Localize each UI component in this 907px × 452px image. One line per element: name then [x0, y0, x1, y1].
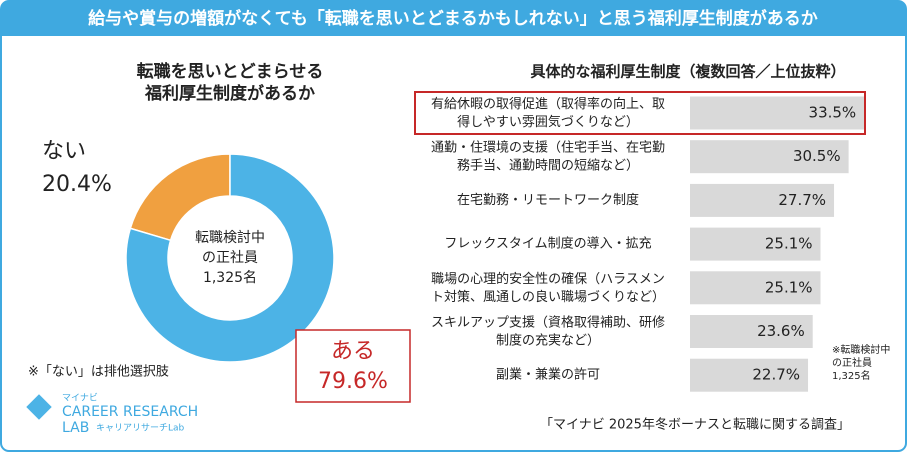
value-label: 33.5%	[809, 104, 857, 122]
logo-brand: マイナビ	[62, 393, 98, 404]
bar-title: 具体的な福利厚生制度（複数回答／上位抜粋）	[530, 63, 845, 81]
value-label: 25.1%	[765, 278, 813, 296]
logo-line2: LAB	[62, 420, 89, 436]
value-label: 23.6%	[757, 322, 805, 340]
center-label: 転職検討中	[195, 230, 265, 246]
header-title: 給与や賞与の増額がなくても「転職を思いとどまるかもしれない」と思う福利厚生制度が…	[88, 8, 818, 29]
value-label: 30.5%	[793, 147, 841, 165]
center-label: 1,325名	[203, 270, 257, 286]
highlight-box	[414, 91, 866, 135]
logo-sub: キャリアリサーチLab	[96, 423, 185, 434]
logo-line1: CAREER RESEARCH	[62, 404, 198, 420]
category-label: 有給休暇の取得促進（取得率の向上、取得しやすい雰囲気づくりなど）	[431, 96, 665, 130]
value-label: 25.1%	[765, 235, 813, 253]
category-label: スキルアップ支援（資格取得補助、研修制度の充実など）	[431, 314, 665, 348]
logo: マイナビ CAREER RESEARCH LAB キャリアリサーチLab	[26, 393, 198, 436]
logo-mark	[26, 394, 52, 420]
category-label: ない	[42, 139, 86, 164]
bar	[690, 140, 849, 174]
annotation: ※「ない」は排他選択肢	[28, 364, 169, 380]
pie-slice	[125, 153, 335, 363]
pie-title: 福利厚生制度があるか	[144, 83, 315, 104]
category-label: 通勤・住環境の支援（住宅手当、在宅勤務手当、通勤時間の短縮など）	[431, 140, 665, 173]
annotation: ※転職検討中	[832, 343, 890, 356]
label-box	[295, 329, 411, 403]
value-label: 22.7%	[752, 366, 800, 384]
value-label: 79.6%	[318, 369, 388, 394]
bar	[690, 183, 835, 217]
category-label: 副業・兼業の許可	[496, 367, 600, 383]
category-label: フレックスタイム制度の導入・拡充	[444, 236, 651, 252]
center-label: の正社員	[202, 250, 258, 266]
source: 「マイナビ 2025年冬ボーナスと転職に関する調査」	[540, 417, 850, 433]
bar	[690, 315, 813, 348]
annotation: 1,325名	[832, 369, 871, 382]
category-label: ある	[331, 339, 375, 364]
value-label: 20.4%	[42, 172, 112, 197]
bar	[690, 358, 809, 392]
value-label: 27.7%	[778, 191, 826, 209]
category-label: 在宅勤務・リモートワーク制度	[457, 192, 639, 208]
header-bar	[1, 1, 906, 36]
category-label: 職場の心理的安全性の確保（ハラスメント対策、風通しの良い職場づくりなど）	[431, 270, 665, 304]
bar	[690, 271, 821, 305]
bar	[690, 96, 865, 130]
annotation: の正社員	[832, 356, 872, 369]
bar	[690, 227, 821, 261]
pie-title: 転職を思いとどまらせる	[137, 61, 324, 82]
